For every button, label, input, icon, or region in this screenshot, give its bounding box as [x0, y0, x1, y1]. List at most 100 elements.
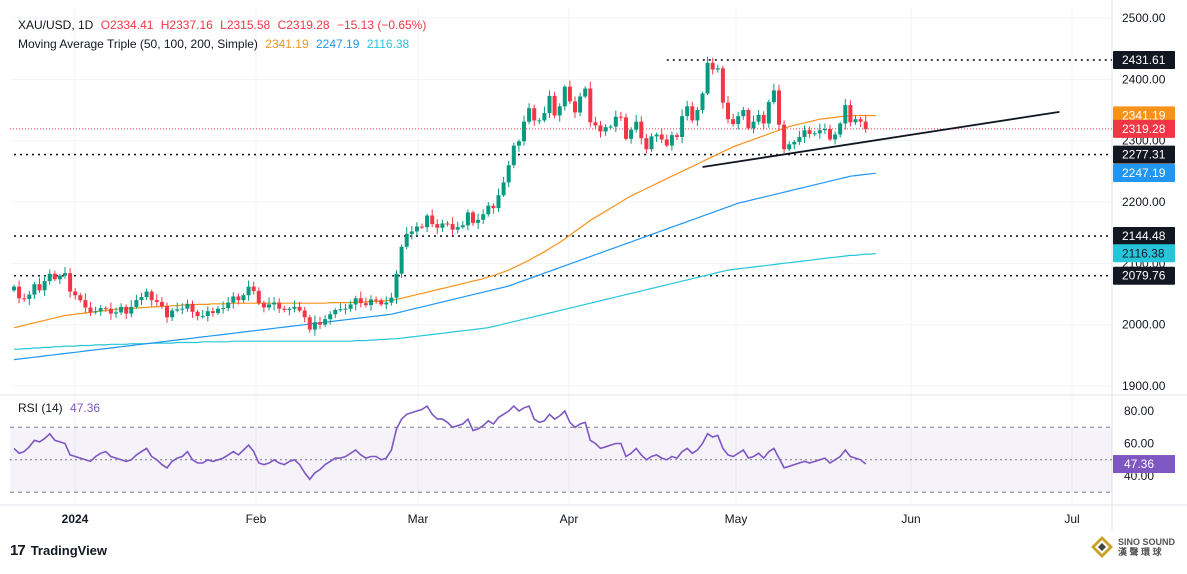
candle: [267, 297, 271, 311]
candle: [629, 127, 634, 144]
candle-body: [506, 165, 511, 183]
candle-body: [42, 281, 47, 291]
candle-body: [639, 121, 644, 139]
candle-body: [226, 302, 231, 309]
ma-legend: Moving Average Triple (50, 100, 200, Sim…: [18, 37, 413, 51]
candle-body: [159, 301, 164, 307]
candle: [241, 293, 246, 303]
candle-body: [323, 319, 328, 325]
price-tag-box: [1113, 266, 1175, 285]
candle: [210, 307, 215, 317]
open-value: O2334.41: [100, 18, 154, 32]
candle-body: [200, 316, 205, 318]
candle: [83, 293, 88, 314]
candle: [664, 134, 669, 148]
candle: [445, 221, 450, 227]
candle-body: [267, 304, 271, 308]
candle: [139, 292, 144, 306]
candle: [312, 315, 317, 336]
candle: [129, 300, 134, 318]
candle-body: [664, 139, 669, 146]
rsi-tick-label: 60.00: [1124, 437, 1154, 451]
candle-body: [129, 306, 134, 314]
candle: [471, 210, 475, 226]
candle-body: [414, 226, 419, 232]
candle: [777, 84, 781, 131]
price-tick-label: 2500.00: [1122, 11, 1166, 25]
candle-body: [282, 308, 287, 310]
candle-body: [700, 93, 705, 110]
rsi-indicator-label[interactable]: RSI (14): [18, 401, 63, 415]
ma-indicator-label[interactable]: Moving Average Triple (50, 100, 200, Sim…: [18, 37, 258, 51]
candle-body: [348, 304, 353, 309]
candle: [114, 307, 118, 318]
candle-body: [511, 145, 516, 166]
price-tag-ma200: 2116.38: [1113, 244, 1175, 263]
candle: [256, 287, 261, 306]
candle: [863, 114, 868, 133]
candle: [261, 300, 266, 313]
candle: [323, 314, 328, 328]
price-tick-label: 2000.00: [1122, 318, 1166, 332]
candle: [22, 293, 27, 302]
candle: [124, 304, 129, 320]
price-tag-level: 2431.61: [1113, 50, 1175, 69]
candle-body: [124, 306, 129, 314]
candle: [108, 302, 113, 320]
candle-body: [807, 130, 812, 134]
candle: [307, 314, 312, 333]
candle: [73, 287, 78, 300]
candle-body: [297, 306, 302, 311]
low-value: L2315.58: [220, 18, 271, 32]
candle-body: [583, 88, 588, 97]
candle-body: [817, 130, 822, 134]
candle-body: [256, 290, 261, 304]
rsi-line: [13, 404, 867, 481]
candle: [817, 123, 822, 139]
price-tag-box: [1113, 164, 1175, 183]
candle: [226, 297, 231, 312]
candle: [501, 176, 506, 198]
candle-body: [501, 182, 506, 196]
candle-body: [644, 138, 649, 150]
candle: [394, 270, 399, 304]
candle-body: [828, 129, 832, 140]
candle: [639, 116, 644, 145]
candle: [756, 110, 761, 125]
candle: [771, 83, 776, 105]
candle-body: [705, 62, 710, 94]
candle-body: [685, 106, 690, 117]
candle: [185, 299, 190, 312]
candle-body: [175, 309, 180, 311]
candle-body: [93, 311, 98, 313]
candle-body: [144, 291, 149, 298]
candle: [297, 301, 302, 313]
price-tag-box: [1113, 145, 1175, 164]
tradingview-logo[interactable]: 17 TradingView: [10, 542, 107, 559]
symbol-label[interactable]: XAU/USD, 1D: [18, 18, 94, 32]
candle-body: [695, 110, 700, 121]
candle: [287, 306, 292, 316]
candle: [465, 209, 470, 231]
candle-body: [634, 121, 639, 130]
candle: [838, 121, 843, 138]
candle: [17, 280, 22, 304]
candle: [491, 203, 496, 214]
candle: [833, 131, 838, 145]
candle-body: [445, 223, 450, 225]
candle: [736, 111, 741, 130]
ma50-value: 2341.19: [265, 37, 309, 51]
candle-body: [486, 205, 491, 215]
candle-body: [731, 119, 736, 125]
candle: [659, 128, 664, 144]
candle-body: [399, 246, 404, 274]
candle-body: [83, 300, 88, 308]
candle-body: [394, 273, 399, 298]
candle-body: [562, 86, 567, 107]
candle: [455, 221, 460, 234]
candle: [685, 100, 690, 121]
candle-body: [812, 133, 817, 135]
ma200-value: 2116.38: [366, 37, 410, 51]
candle: [751, 115, 756, 134]
